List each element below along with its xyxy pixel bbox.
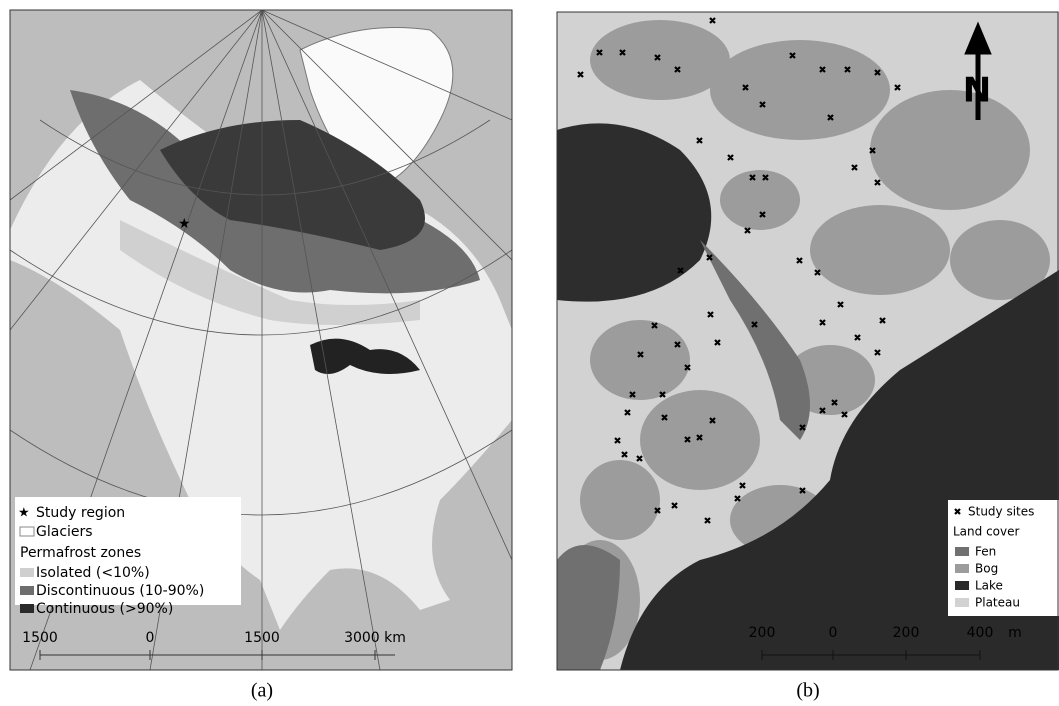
legend-title: Permafrost zones [20, 545, 141, 561]
caption-b: (b) [796, 680, 819, 702]
legend-item: Discontinuous (10-90%) [36, 583, 204, 599]
legend-item: Study region [36, 505, 125, 521]
figure-svg: ★ ★ Study region Glaciers Permafrost zon… [0, 0, 1059, 706]
scale-label: 3000 km [344, 630, 406, 646]
legend-item: Bog [975, 562, 998, 576]
scale-label: 1500 [244, 630, 280, 646]
scale-unit: m [1008, 625, 1022, 641]
study-star: ★ [178, 216, 191, 232]
legend-item: Study sites [968, 505, 1034, 519]
scale-label: 400 [967, 625, 994, 641]
caption-a: (a) [251, 680, 273, 702]
legend-item: Continuous (>90%) [36, 601, 173, 617]
north-label: N [963, 71, 991, 111]
legend-star: ★ [18, 506, 30, 521]
scale-label: 0 [829, 625, 838, 641]
scale-label: 0 [146, 630, 155, 646]
legend-item: Glaciers [36, 524, 93, 540]
scale-label: 200 [893, 625, 920, 641]
map-a: ★ ★ Study region Glaciers Permafrost zon… [10, 10, 512, 670]
scale-label: 200 [749, 625, 776, 641]
legend-item: Plateau [975, 596, 1020, 610]
figure: ★ ★ Study region Glaciers Permafrost zon… [0, 0, 1059, 706]
legend-item: Fen [975, 545, 996, 559]
legend-item: Lake [975, 579, 1003, 593]
map-b: N Study sites Land cover Fen Bog Lake Pl… [557, 12, 1059, 670]
legend-item: Isolated (<10%) [36, 565, 150, 581]
scale-label: 1500 [22, 630, 58, 646]
legend-title: Land cover [953, 525, 1020, 539]
